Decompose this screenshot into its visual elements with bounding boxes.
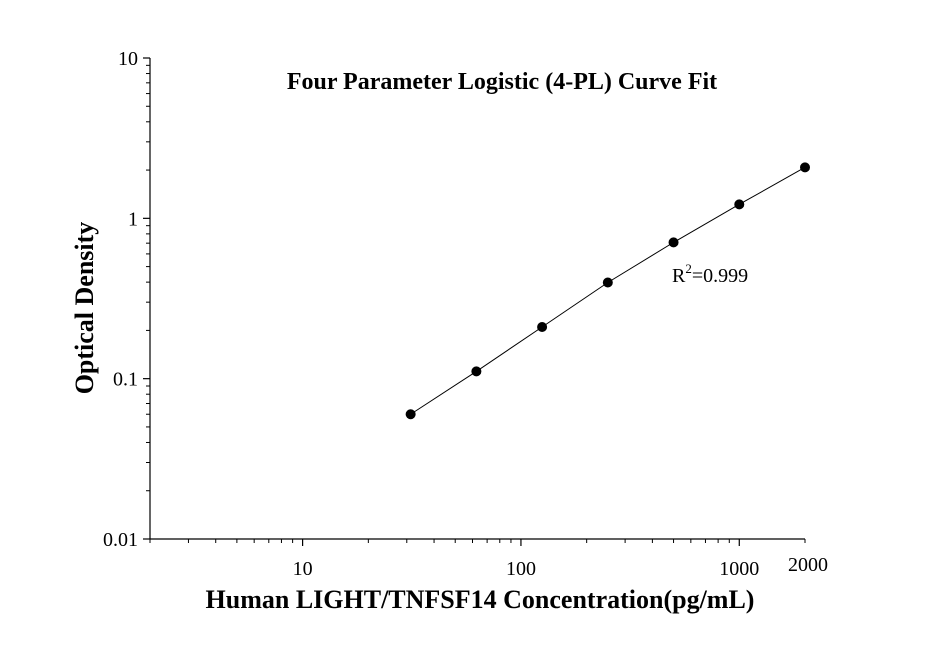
- y-tick-label: 0.01: [103, 529, 138, 551]
- r-squared-annotation: R2=0.999: [672, 261, 748, 287]
- y-tick-label: 10: [118, 48, 138, 70]
- x-tick-label: 100: [506, 558, 536, 580]
- x-axis-title: Human LIGHT/TNFSF14 Concentration(pg/mL): [206, 585, 755, 614]
- r-squared-superscript: 2: [685, 261, 692, 276]
- data-points: [405, 162, 810, 420]
- data-point: [800, 162, 810, 173]
- data-point: [537, 322, 548, 333]
- data-point: [471, 366, 482, 377]
- tick-labels: 0.01 0.1 1 10 10 100 1000 2000: [103, 48, 828, 580]
- ticks: [143, 57, 806, 546]
- data-point: [734, 199, 745, 210]
- y-axis-title: Optical Density: [70, 222, 99, 395]
- data-point: [668, 237, 679, 248]
- fit-curve: [410, 166, 806, 415]
- axes: [149, 58, 805, 540]
- y-tick-label: 0.1: [113, 369, 138, 391]
- x-tick-label: 1000: [719, 558, 759, 580]
- x-tick-label: 10: [293, 558, 313, 580]
- y-tick-label: 1: [128, 208, 138, 230]
- data-point: [405, 409, 416, 420]
- r-squared-value: =0.999: [692, 265, 748, 287]
- r-squared-prefix: R: [672, 265, 686, 287]
- x-tick-label: 2000: [788, 554, 828, 576]
- data-point: [602, 277, 613, 288]
- chart-title: Four Parameter Logistic (4-PL) Curve Fit: [287, 69, 717, 95]
